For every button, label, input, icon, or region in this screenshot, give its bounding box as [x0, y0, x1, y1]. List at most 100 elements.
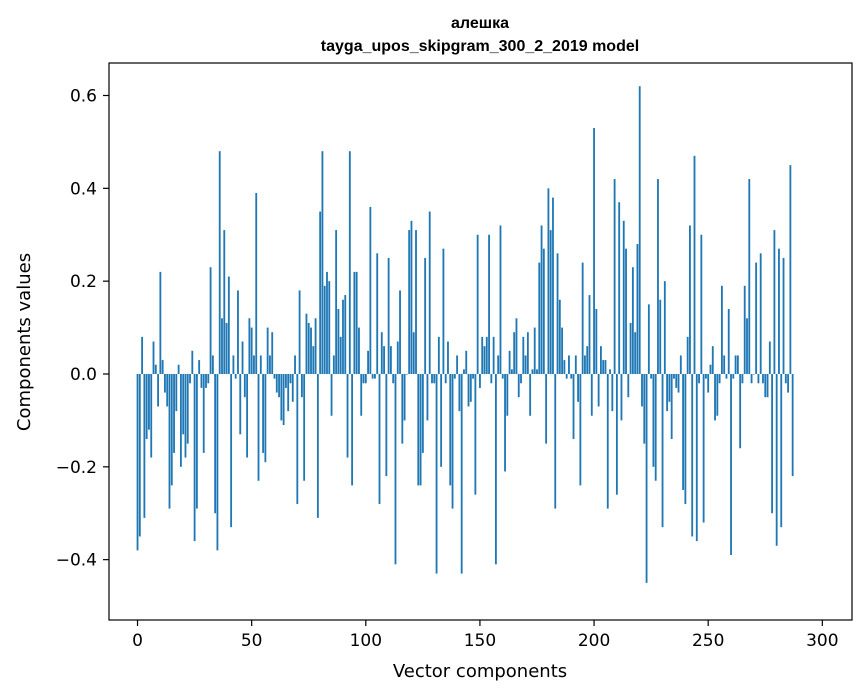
- bar-277: [768, 341, 771, 374]
- bar-221: [641, 373, 643, 407]
- bar-21: [184, 373, 187, 458]
- bar-269: [750, 373, 753, 384]
- bar-280: [775, 373, 778, 546]
- y-tick-label: 0.0: [70, 365, 97, 385]
- bar-23: [189, 373, 191, 384]
- bar-230: [661, 373, 664, 528]
- bar-51: [253, 355, 255, 374]
- bar-65: [284, 373, 287, 388]
- bar-128: [428, 211, 431, 374]
- bar-275: [764, 373, 767, 398]
- bar-248: [702, 373, 705, 523]
- bar-129: [431, 373, 433, 384]
- x-tick-label: 150: [464, 631, 496, 651]
- bar-191: [572, 373, 575, 439]
- bar-61: [275, 373, 278, 393]
- bar-8: [154, 364, 157, 374]
- bar-48: [246, 373, 249, 458]
- bar-105: [376, 253, 379, 374]
- bar-271: [755, 262, 758, 374]
- bar-195: [581, 262, 584, 374]
- bar-189: [568, 355, 570, 374]
- bar-182: [552, 197, 554, 374]
- bar-214: [625, 248, 627, 374]
- bar-106: [378, 373, 381, 504]
- bar-6: [150, 373, 153, 458]
- bar-279: [773, 230, 776, 374]
- bar-186: [561, 327, 564, 374]
- bar-175: [536, 369, 538, 374]
- bar-192: [574, 355, 577, 374]
- bar-71: [298, 290, 301, 374]
- bar-25: [193, 373, 196, 542]
- bar-236: [675, 373, 678, 388]
- bar-210: [615, 373, 618, 495]
- bar-24: [191, 350, 194, 374]
- bar-201: [595, 309, 598, 374]
- bar-199: [590, 373, 593, 416]
- bar-285: [787, 373, 789, 393]
- bars-group: [136, 86, 794, 583]
- bar-112: [392, 373, 395, 384]
- bar-30: [205, 373, 207, 388]
- bar-226: [652, 373, 655, 467]
- bar-168: [520, 373, 522, 384]
- bar-263: [736, 355, 739, 374]
- bar-83: [326, 271, 328, 374]
- bar-57: [266, 327, 269, 374]
- bar-151: [481, 336, 484, 374]
- bar-95: [353, 271, 356, 374]
- bar-1: [138, 373, 141, 537]
- bar-75: [307, 322, 310, 374]
- y-tick-label: 0.2: [70, 272, 97, 292]
- bar-17: [175, 373, 178, 412]
- bar-251: [709, 364, 712, 374]
- bar-4: [145, 373, 148, 439]
- bar-243: [691, 373, 694, 537]
- bar-159: [499, 225, 502, 374]
- bar-258: [725, 373, 728, 379]
- bar-170: [524, 355, 527, 374]
- bar-180: [547, 188, 550, 374]
- bar-26: [195, 373, 198, 509]
- bar-172: [529, 373, 532, 416]
- bar-19: [179, 373, 182, 467]
- bar-2: [141, 336, 144, 374]
- y-axis-label: Components values: [14, 253, 35, 431]
- bar-222: [643, 373, 646, 444]
- bar-142: [460, 373, 463, 574]
- x-tick-label: 50: [241, 631, 263, 651]
- y-tick-label: −0.4: [56, 551, 97, 571]
- bar-245: [695, 373, 698, 542]
- bar-160: [501, 373, 504, 379]
- bar-44: [237, 290, 239, 374]
- bar-278: [771, 373, 774, 514]
- bar-124: [419, 373, 422, 486]
- bar-202: [597, 373, 600, 407]
- bar-56: [264, 373, 267, 463]
- bar-266: [743, 285, 746, 374]
- bar-85: [330, 373, 333, 416]
- bar-130: [433, 373, 436, 384]
- bar-262: [734, 355, 737, 374]
- bar-137: [449, 373, 452, 486]
- bar-228: [657, 179, 659, 374]
- bar-167: [517, 373, 520, 398]
- y-tick-label: 0.6: [70, 86, 97, 106]
- bar-70: [296, 373, 299, 504]
- bar-217: [631, 267, 634, 374]
- bar-67: [289, 373, 292, 384]
- bar-131: [435, 373, 438, 574]
- bar-188: [565, 373, 568, 379]
- bar-213: [622, 220, 625, 374]
- bar-98: [360, 373, 363, 416]
- bar-194: [579, 373, 582, 486]
- bar-5: [148, 373, 150, 430]
- bar-200: [593, 127, 595, 374]
- bar-235: [673, 373, 675, 379]
- bar-179: [545, 373, 548, 444]
- bar-54: [259, 355, 262, 374]
- bar-147: [472, 373, 474, 379]
- bar-196: [584, 355, 586, 374]
- bar-66: [287, 373, 290, 412]
